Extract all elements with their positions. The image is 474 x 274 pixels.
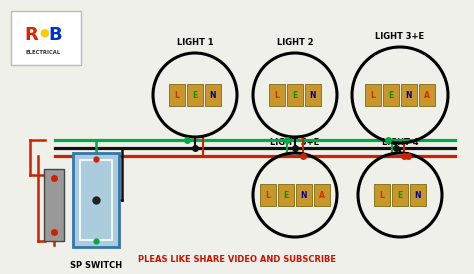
Text: SP SWITCH: SP SWITCH <box>70 261 122 270</box>
Text: L: L <box>371 90 375 99</box>
Text: PLEAS LIKE SHARE VIDEO AND SUBSCRIBE: PLEAS LIKE SHARE VIDEO AND SUBSCRIBE <box>138 255 336 264</box>
FancyBboxPatch shape <box>419 84 435 106</box>
Text: LIGHT 5+E: LIGHT 5+E <box>270 138 319 147</box>
Text: N: N <box>301 190 307 199</box>
Text: N: N <box>310 90 316 99</box>
FancyBboxPatch shape <box>374 184 390 206</box>
Text: E: E <box>283 190 289 199</box>
FancyBboxPatch shape <box>80 160 112 240</box>
Text: B: B <box>49 26 63 44</box>
FancyBboxPatch shape <box>383 84 399 106</box>
FancyBboxPatch shape <box>260 184 276 206</box>
FancyBboxPatch shape <box>187 84 203 106</box>
FancyBboxPatch shape <box>169 84 185 106</box>
FancyBboxPatch shape <box>278 184 294 206</box>
FancyBboxPatch shape <box>205 84 221 106</box>
Text: LIGHT 1: LIGHT 1 <box>177 38 213 47</box>
Text: E: E <box>292 90 298 99</box>
Text: E: E <box>192 90 198 99</box>
Text: L: L <box>265 190 271 199</box>
Text: L: L <box>274 90 280 99</box>
Text: ●: ● <box>39 28 49 38</box>
FancyBboxPatch shape <box>392 184 408 206</box>
FancyBboxPatch shape <box>269 84 285 106</box>
FancyBboxPatch shape <box>314 184 330 206</box>
FancyBboxPatch shape <box>365 84 381 106</box>
Text: LIGHT 4: LIGHT 4 <box>382 138 419 147</box>
Text: R: R <box>24 26 38 44</box>
Text: N: N <box>210 90 216 99</box>
Text: L: L <box>380 190 384 199</box>
FancyBboxPatch shape <box>401 84 417 106</box>
Text: A: A <box>319 190 325 199</box>
Text: N: N <box>406 90 412 99</box>
FancyBboxPatch shape <box>44 169 64 241</box>
Text: N: N <box>415 190 421 199</box>
Text: A: A <box>424 90 430 99</box>
Text: LIGHT 3+E: LIGHT 3+E <box>375 32 425 41</box>
FancyBboxPatch shape <box>287 84 303 106</box>
Text: E: E <box>388 90 393 99</box>
FancyBboxPatch shape <box>305 84 321 106</box>
Text: ELECTRICAL: ELECTRICAL <box>26 50 61 55</box>
FancyBboxPatch shape <box>410 184 426 206</box>
Text: L: L <box>174 90 180 99</box>
FancyBboxPatch shape <box>11 11 81 65</box>
Text: E: E <box>397 190 402 199</box>
Text: LIGHT 2: LIGHT 2 <box>277 38 313 47</box>
FancyBboxPatch shape <box>296 184 312 206</box>
FancyBboxPatch shape <box>73 153 119 247</box>
